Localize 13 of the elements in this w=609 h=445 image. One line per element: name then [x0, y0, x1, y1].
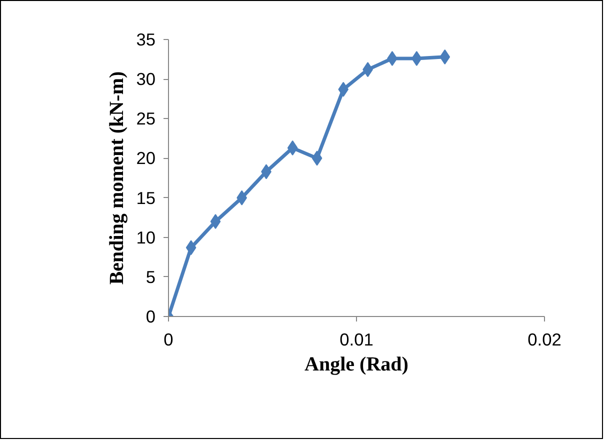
- y-tick-label: 10: [136, 227, 156, 248]
- y-tick-label: 30: [136, 69, 156, 90]
- x-tick-label: 0.01: [340, 330, 374, 350]
- y-tick-label: 35: [136, 30, 156, 50]
- y-tick-label: 15: [136, 188, 156, 208]
- y-tick-label: 25: [136, 108, 156, 129]
- y-axis-title: Bending moment (kN-m): [106, 71, 128, 285]
- y-tick-label: 20: [136, 148, 156, 168]
- x-axis-title: Angle (Rad): [304, 354, 408, 376]
- x-tick-label: 0: [164, 330, 174, 350]
- y-tick-label: 0: [146, 306, 156, 326]
- y-tick-label: 5: [146, 266, 156, 287]
- x-tick-label: 0.02: [528, 330, 562, 350]
